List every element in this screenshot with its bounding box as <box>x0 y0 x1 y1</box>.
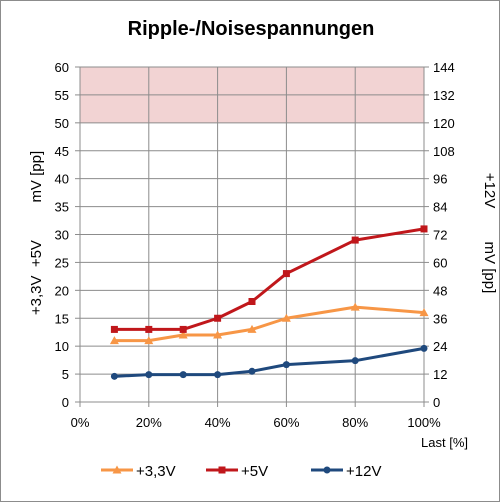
legend-label-33v: +3,3V <box>136 463 176 480</box>
y-tick-label-left: 30 <box>55 228 69 243</box>
y-tick-label-right: 0 <box>433 395 440 410</box>
y-tick-label-right: 60 <box>433 255 447 270</box>
data-point-33v <box>281 313 291 322</box>
x-tick-label: 60% <box>273 415 299 430</box>
legend: +3,3V +5V +12V <box>101 463 381 480</box>
y-tick-label-left: 55 <box>55 88 69 103</box>
y-tick-label-right: 96 <box>433 172 447 187</box>
data-point-12v <box>351 357 359 365</box>
y-tick-label-left: 15 <box>55 311 69 326</box>
legend-label-12v: +12V <box>346 463 381 480</box>
y-tick-label-left: 60 <box>55 60 69 75</box>
x-tick-label: 80% <box>342 415 368 430</box>
y-tick-label-right: 132 <box>433 88 455 103</box>
legend-marker-12v <box>323 466 331 474</box>
y-tick-label-left: 25 <box>55 255 69 270</box>
plot-area: 0 0 5 12 10 24 15 36 20 48 25 60 30 72 35 84 40 96 45 108 50… <box>55 60 455 430</box>
data-point-33v <box>419 308 429 317</box>
y-tick-label-right: 48 <box>433 283 447 298</box>
y-tick-label-right: 36 <box>433 311 447 326</box>
y-tick-label-right: 72 <box>433 228 447 243</box>
series-line-5v <box>114 227 425 331</box>
x-tick-label: 100% <box>407 415 441 430</box>
data-point-12v <box>248 367 256 375</box>
data-point-5v <box>351 236 359 244</box>
y-tick-label-left: 40 <box>55 172 69 187</box>
data-point-33v <box>178 330 188 339</box>
y-axis-right-title: +12V mV [pp] <box>481 173 498 293</box>
y-tick-label-left: 50 <box>55 116 69 131</box>
data-point-12v <box>179 371 187 379</box>
x-tick-label: 20% <box>136 415 162 430</box>
x-axis-title: Last [%] <box>421 435 468 450</box>
data-point-12v <box>110 372 118 380</box>
data-point-12v <box>145 371 153 379</box>
data-point-5v <box>145 325 153 333</box>
data-point-5v <box>248 298 256 305</box>
y-axis-left-title: +3,3V +5V mV [pp] <box>28 151 45 315</box>
plot-border <box>79 66 425 403</box>
data-point-5v <box>110 325 118 333</box>
chart-title: Ripple-/Noisespannungen <box>128 18 375 40</box>
data-point-5v <box>214 314 222 322</box>
y-tick-label-right: 144 <box>433 60 455 75</box>
y-tick-label-right: 24 <box>433 339 447 354</box>
y-tick-label-right: 12 <box>433 367 447 382</box>
series-line-12v <box>114 346 425 378</box>
data-point-12v <box>282 361 290 369</box>
series-line-33v <box>114 305 425 343</box>
data-point-12v <box>420 344 428 352</box>
data-point-33v <box>213 330 223 339</box>
legend-label-5v: +5V <box>241 463 268 480</box>
y-tick-label-right: 120 <box>433 116 455 131</box>
data-point-5v <box>420 225 428 233</box>
data-point-33v <box>109 336 119 345</box>
data-point-33v <box>350 302 360 311</box>
y-tick-label-right: 108 <box>433 144 455 159</box>
y-tick-label-left: 5 <box>62 367 69 382</box>
data-point-33v <box>247 324 257 333</box>
x-tick-label: 40% <box>205 415 231 430</box>
x-tick-label: 0% <box>71 415 90 430</box>
y-tick-label-left: 10 <box>55 339 69 354</box>
legend-marker-33v <box>112 465 122 474</box>
y-tick-label-left: 35 <box>55 200 69 215</box>
y-tick-label-left: 20 <box>55 283 69 298</box>
data-point-5v <box>282 270 290 278</box>
y-tick-label-right: 84 <box>433 200 447 215</box>
legend-marker-5v <box>218 466 226 474</box>
data-point-5v <box>179 325 187 333</box>
data-point-12v <box>214 371 222 379</box>
y-tick-label-left: 45 <box>55 144 69 159</box>
y-tick-label-left: 0 <box>62 395 69 410</box>
data-point-33v <box>144 336 154 345</box>
